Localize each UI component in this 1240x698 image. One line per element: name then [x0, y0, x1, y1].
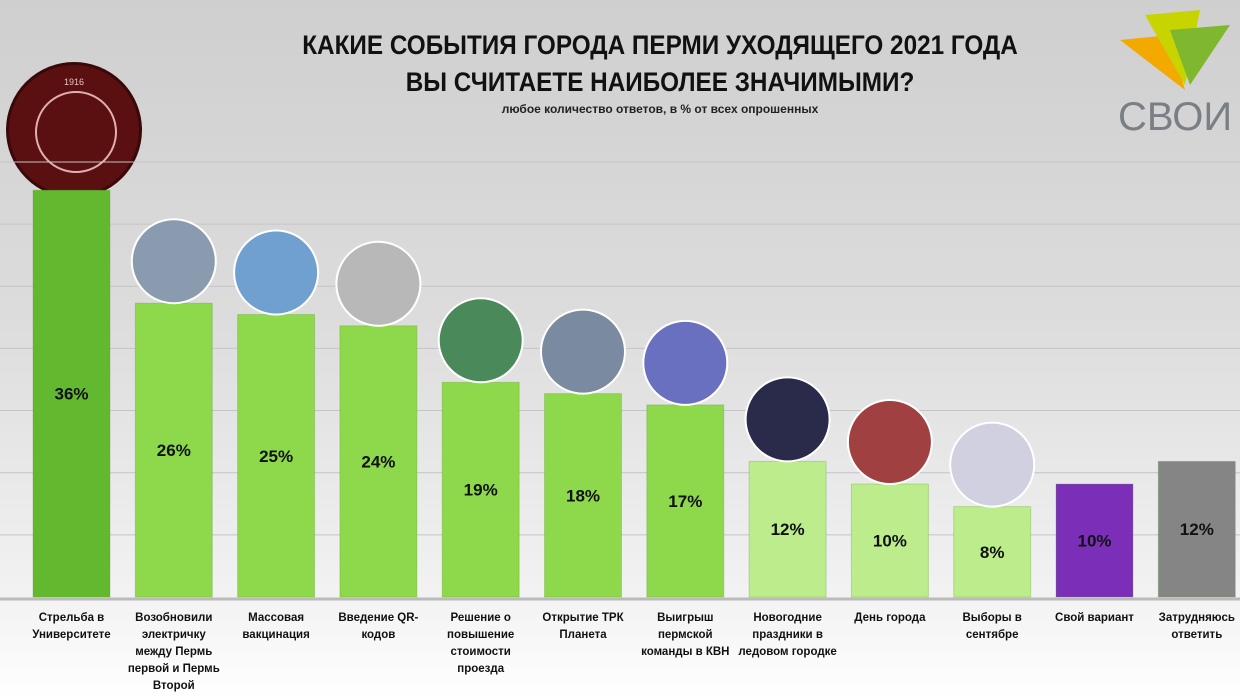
subtitle: любое количество ответов, в % от всех оп…: [501, 102, 819, 116]
bar: [544, 393, 622, 598]
x-tick-label: Свой вариант: [1055, 612, 1134, 624]
bar: [134, 302, 213, 598]
x-tick-label: Затрудняюсь ответить: [1158, 612, 1235, 641]
event-photo: [130, 218, 217, 305]
university-seal-logo: 1916: [6, 62, 142, 198]
x-tick-label: Стрельба в Университете: [32, 612, 111, 641]
data-label: 19%: [464, 481, 498, 500]
data-label: 12%: [771, 520, 805, 539]
svoi-logo: СВОИ: [1110, 10, 1235, 140]
event-photo: [846, 399, 933, 485]
x-tick-label: Решение о повышение стоимости проезда: [447, 612, 515, 675]
event-photo: [437, 297, 524, 384]
data-label: 25%: [259, 447, 293, 466]
bar: [32, 189, 111, 598]
brand-name: СВОИ: [1118, 95, 1233, 139]
data-label: 36%: [54, 385, 88, 404]
bar: [646, 404, 725, 598]
event-photo: [540, 308, 626, 395]
title-line-1: КАКИЕ СОБЫТИЯ ГОРОДА ПЕРМИ УХОДЯЩЕГО 202…: [302, 30, 1018, 60]
bar: [953, 506, 1032, 598]
event-photo: [335, 240, 422, 327]
data-label: 10%: [873, 532, 907, 551]
x-tick-label: Выигрыш пермской команды в КВН: [641, 612, 730, 658]
bar: [237, 314, 316, 598]
bar: [1055, 483, 1134, 598]
event-photo: [233, 229, 320, 316]
data-label: 10%: [1077, 532, 1111, 551]
x-tick-label: Выборы в сентябре: [962, 612, 1022, 641]
x-tick-label: Введение QR-кодов: [338, 612, 419, 641]
x-tick-label: Возобновили электричку между Пермь перво…: [127, 612, 220, 692]
data-label: 17%: [668, 492, 702, 511]
data-label: 8%: [980, 543, 1005, 562]
event-photo: [949, 421, 1036, 508]
data-label: 26%: [157, 441, 191, 460]
bar: [339, 325, 418, 598]
data-label: 24%: [361, 452, 395, 471]
x-tick-label: Новогодние праздники в ледовом городке: [738, 612, 837, 658]
event-photo: [642, 319, 729, 406]
bar: [748, 460, 827, 598]
title-line-2: ВЫ СЧИТАЕТЕ НАИБОЛЕЕ ЗНАЧИМЫМИ?: [405, 67, 915, 97]
data-label: 12%: [1180, 520, 1214, 539]
x-tick-label: Массовая вакцинация: [242, 612, 310, 641]
x-tick-label: Открытие ТРК Планета: [542, 612, 624, 641]
event-photo: [744, 376, 831, 463]
bar: [441, 381, 520, 598]
x-tick-label: День города: [854, 612, 926, 624]
data-label: 18%: [566, 486, 600, 505]
bar: [850, 483, 929, 598]
bar: [1157, 460, 1236, 598]
